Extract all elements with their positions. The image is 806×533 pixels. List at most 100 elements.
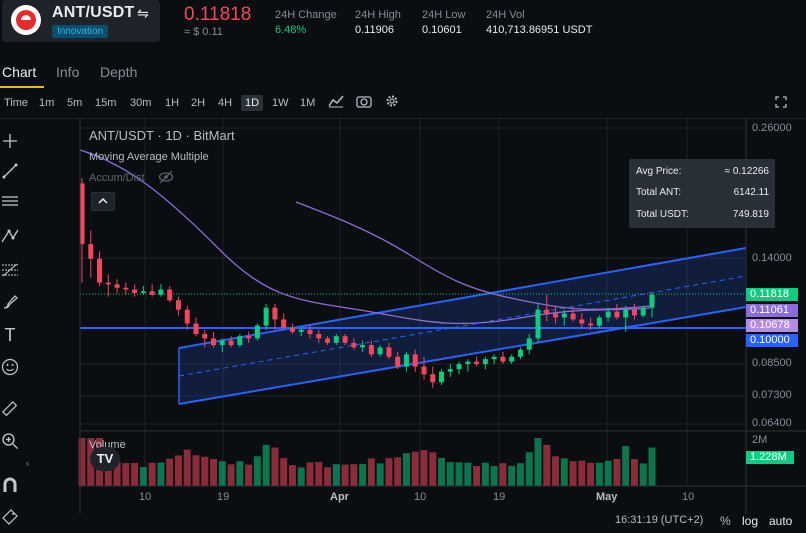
volume-bar	[622, 446, 630, 486]
time-axis-label: 10	[682, 491, 695, 503]
interval-1w[interactable]: 1W	[272, 97, 289, 109]
volume-bar	[438, 458, 446, 486]
ant-logo-icon	[11, 5, 41, 35]
settings-gear-icon[interactable]	[385, 94, 399, 113]
clock-timezone[interactable]: 16:31:19 (UTC+2)	[615, 514, 704, 526]
swap-pair-icon[interactable]: ⇋	[137, 5, 149, 21]
candle-body	[167, 289, 173, 301]
candle-body	[105, 282, 111, 285]
time-axis-label: 19	[493, 491, 506, 503]
candle-body	[351, 342, 357, 348]
volume-bar	[604, 460, 612, 486]
price-tag-support: 0.10000	[746, 334, 798, 347]
tab-depth[interactable]: Depth	[100, 64, 138, 80]
candle-body	[526, 338, 532, 350]
volume-bar	[315, 462, 323, 486]
price-axis-label: 0.26000	[752, 122, 792, 134]
interval-15m[interactable]: 15m	[95, 97, 117, 109]
interval-1d[interactable]: 1D	[241, 95, 264, 111]
tradingview-logo-icon: TV	[90, 447, 120, 471]
volume-bar	[516, 463, 524, 486]
collapse-legend-button[interactable]	[91, 192, 115, 211]
volume-bar	[192, 455, 200, 486]
magnet-tool-icon[interactable]	[0, 476, 20, 496]
brush-tool-icon[interactable]	[0, 294, 20, 314]
interval-2h[interactable]: 2H	[191, 97, 206, 109]
interval-5m[interactable]: 5m	[67, 97, 83, 109]
crosshair-tool-icon[interactable]	[0, 133, 20, 153]
tab-chart[interactable]: Chart	[2, 64, 37, 80]
emoji-tool-icon[interactable]	[0, 358, 20, 378]
hidden-eye-icon[interactable]	[158, 170, 174, 189]
auto-toggle[interactable]: auto	[769, 514, 793, 528]
volume-axis-label: 2M	[752, 434, 768, 446]
candle-body	[342, 336, 348, 343]
stat-24h-vol-label: 24H Vol	[486, 9, 525, 21]
pitchfork-tool-icon[interactable]	[0, 228, 20, 248]
volume-bar	[367, 458, 375, 486]
volume-bar	[236, 461, 244, 486]
interval-1m-month[interactable]: 1M	[300, 97, 316, 109]
tooltip-total-usdt-label: Total USDT:	[636, 209, 689, 220]
text-tool-icon[interactable]: T	[4, 325, 16, 345]
candle-body	[97, 258, 103, 283]
volume-bar	[227, 464, 235, 486]
legend-ma-multiple[interactable]: Moving Average Multiple	[89, 151, 209, 163]
horizontal-lines-tool-icon[interactable]	[0, 193, 20, 213]
candle-body	[605, 311, 611, 318]
candle-body	[544, 309, 550, 314]
candle-body	[474, 361, 480, 365]
tooltip-total-ant-value: 6142.11	[733, 187, 769, 198]
candle-body	[193, 323, 199, 335]
zoom-in-icon[interactable]	[0, 432, 20, 452]
interval-4h[interactable]: 4H	[218, 97, 233, 109]
tab-info[interactable]: Info	[56, 64, 80, 80]
interval-time[interactable]: Time	[4, 97, 29, 109]
volume-bar	[280, 458, 288, 486]
trendline-tool-icon[interactable]	[0, 163, 20, 183]
volume-bar	[253, 456, 261, 486]
candle-body	[623, 309, 629, 318]
legend-accum-dist[interactable]: Accum/Dist	[89, 172, 145, 184]
volume-bar	[543, 444, 551, 486]
indicators-icon[interactable]	[328, 94, 344, 113]
candle-body	[254, 325, 260, 339]
volume-bar	[639, 463, 647, 486]
stat-24h-high-value: 0.11906	[355, 24, 394, 36]
fullscreen-icon[interactable]	[775, 95, 787, 113]
candle-body	[228, 340, 234, 346]
candle-body	[202, 334, 208, 339]
price-chart[interactable]	[0, 118, 806, 514]
volume-bar	[587, 462, 595, 486]
candle-body	[114, 284, 120, 288]
candle-body	[246, 336, 252, 339]
volume-bar	[139, 467, 147, 486]
interval-1h[interactable]: 1H	[165, 97, 180, 109]
percent-toggle[interactable]: %	[720, 514, 731, 528]
camera-icon[interactable]	[356, 94, 372, 113]
fib-tool-icon[interactable]	[0, 262, 20, 282]
candle-body	[386, 347, 392, 357]
price-tag-ma2: 0.10678	[746, 319, 798, 332]
ruler-tool-icon[interactable]	[0, 400, 20, 420]
volume-bar	[271, 447, 279, 486]
candle-body	[88, 244, 94, 259]
candle-body	[412, 354, 418, 367]
interval-30m[interactable]: 30m	[130, 97, 152, 109]
pair-name[interactable]: ANT/USDT	[52, 4, 135, 21]
log-toggle[interactable]: log	[742, 514, 759, 528]
price-axis-label: 0.06400	[752, 417, 792, 429]
lock-drawings-icon[interactable]	[0, 508, 20, 528]
candle-body	[430, 374, 436, 383]
time-axis-label: 10	[139, 491, 152, 503]
candle-body	[553, 313, 559, 318]
candle-body	[640, 307, 646, 316]
candle-body	[517, 349, 523, 357]
ma-line-1	[79, 149, 651, 325]
candle-body	[175, 300, 181, 310]
collapse-toolbar-icon[interactable]: ‹	[26, 458, 29, 468]
tab-active-indicator	[0, 86, 44, 88]
ma-line-2	[295, 201, 651, 310]
interval-1m[interactable]: 1m	[39, 97, 55, 109]
volume-bar	[595, 462, 603, 486]
